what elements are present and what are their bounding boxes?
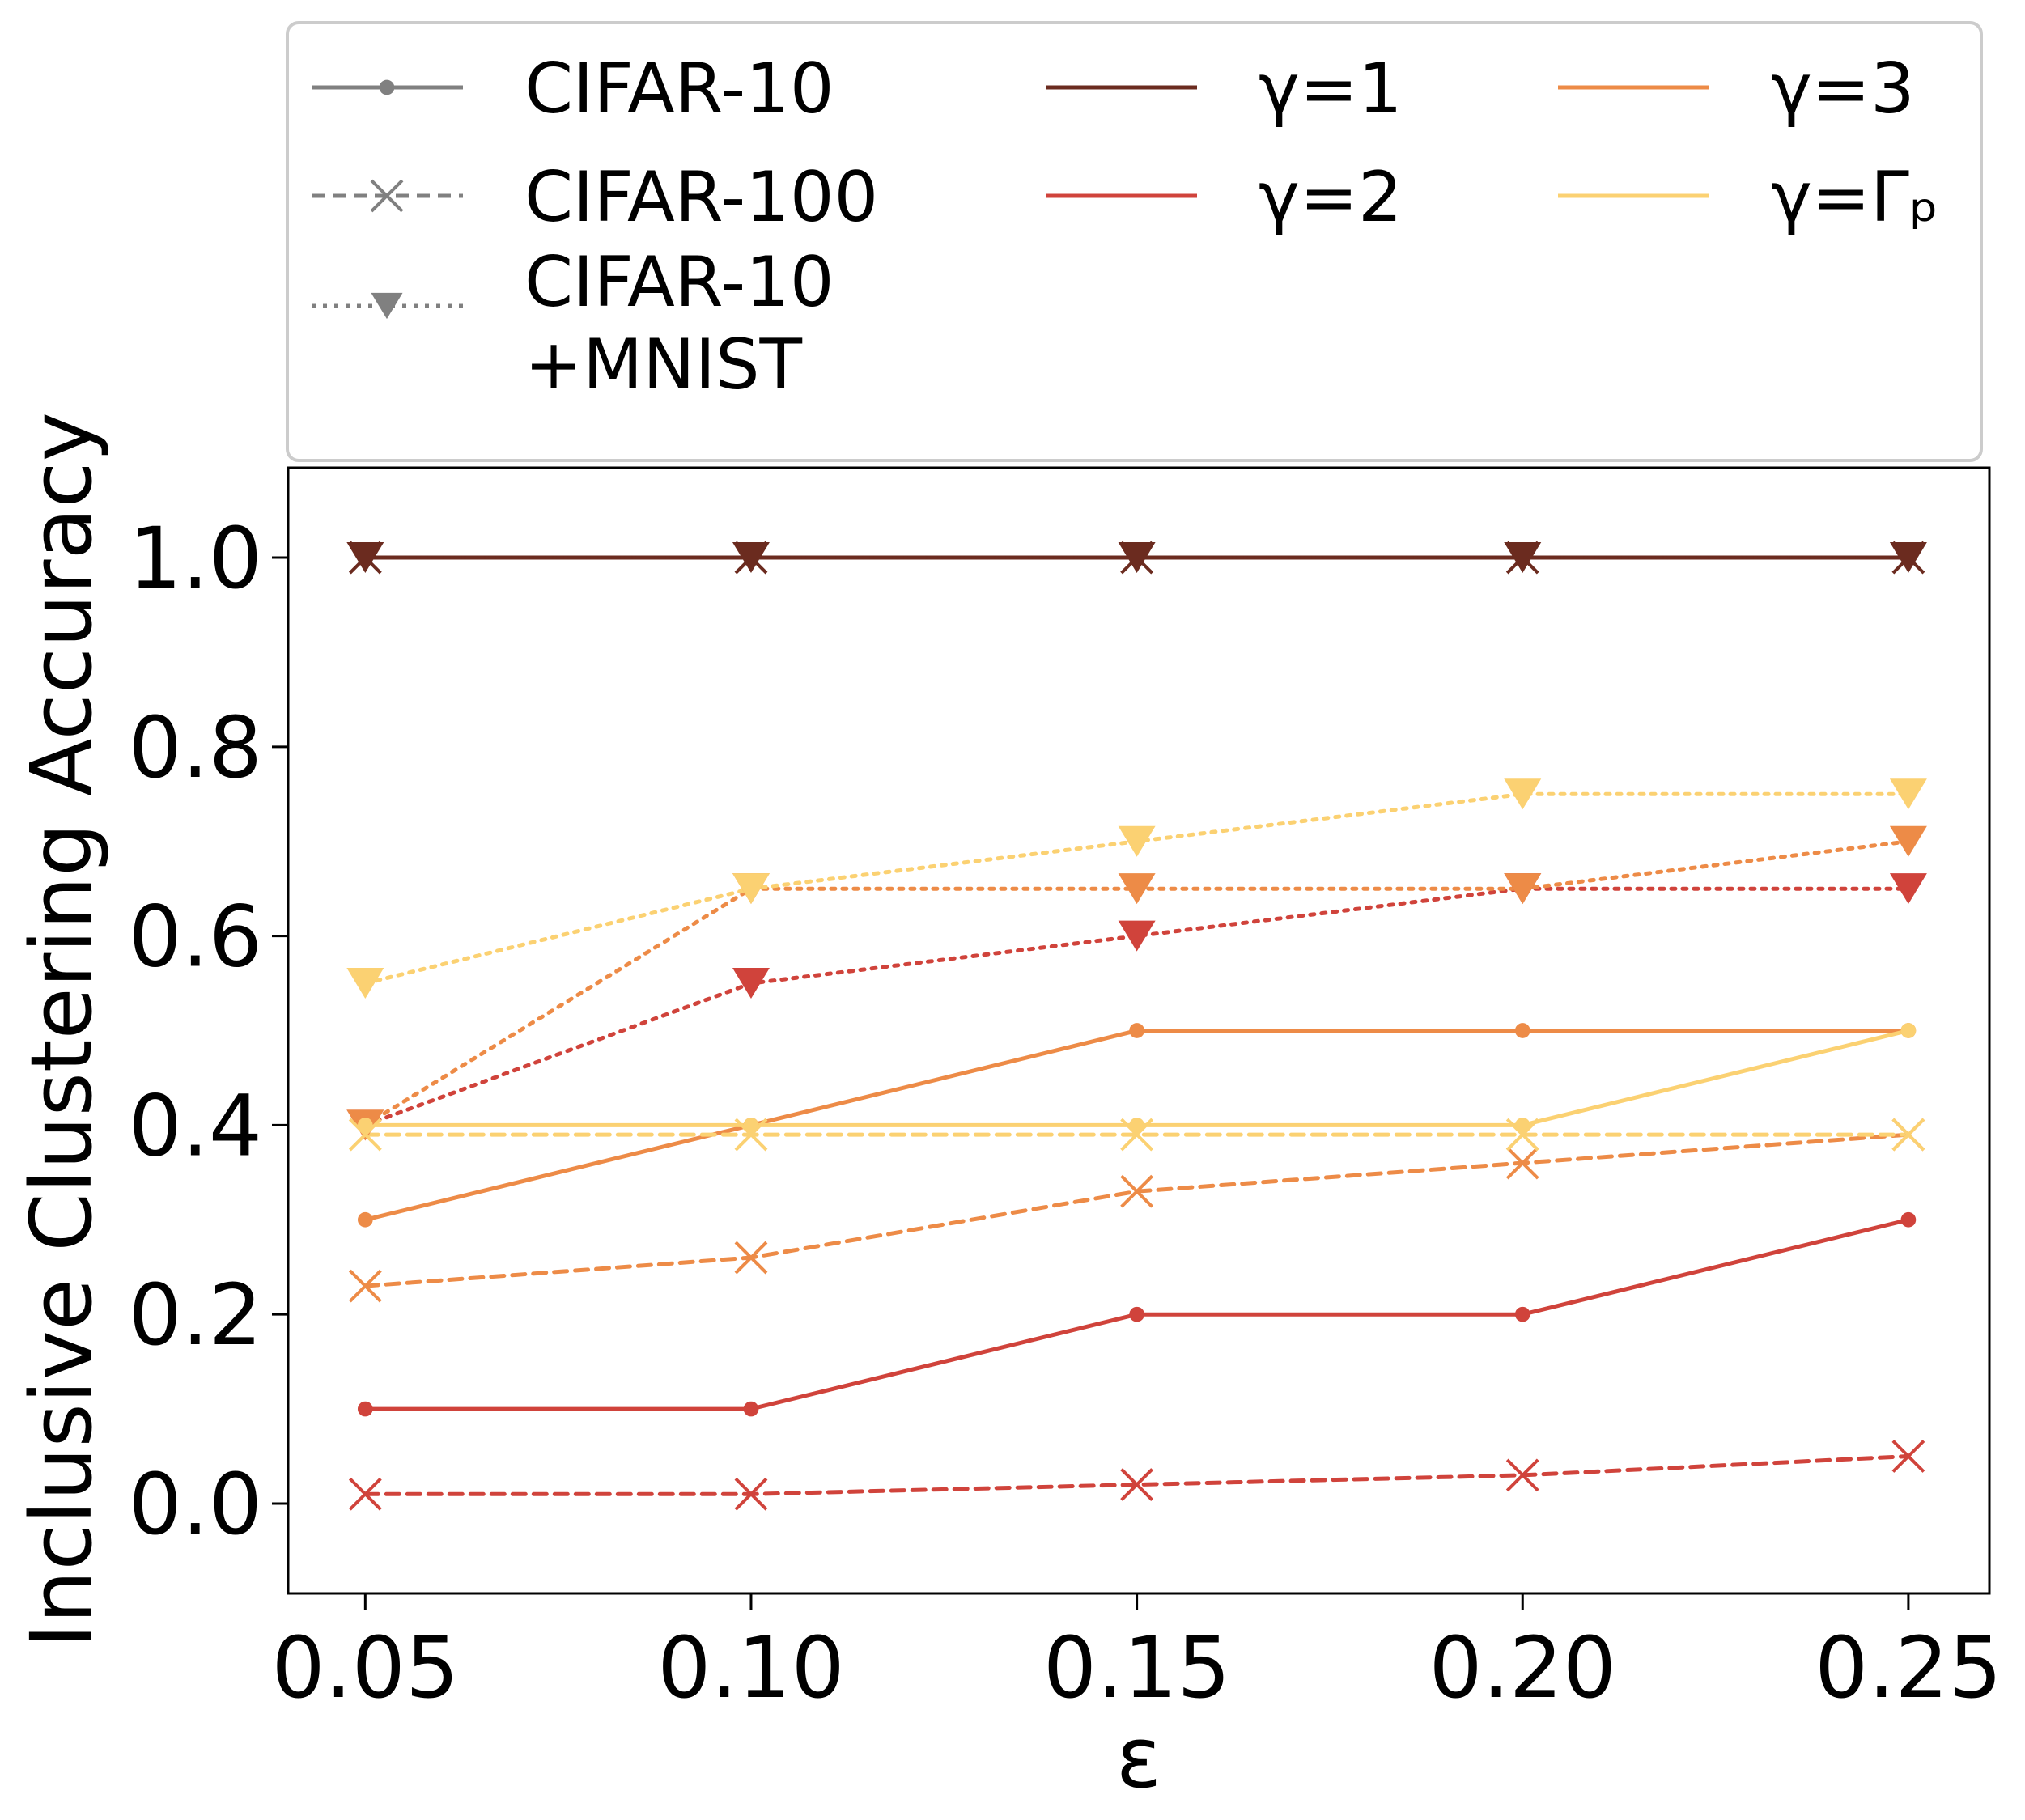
data-point [346, 542, 384, 574]
legend-label: γ=Γₚ [1771, 157, 1939, 238]
legend-label: γ=1 [1259, 49, 1403, 129]
data-point [357, 1211, 373, 1228]
data-point [348, 1118, 382, 1152]
x-tick-label: 0.15 [1043, 1618, 1231, 1717]
legend-marker [370, 179, 404, 213]
series-line [363, 886, 1911, 1127]
legend-label: +MNIST [524, 325, 803, 405]
data-point [1900, 1023, 1917, 1038]
data-point [1120, 1468, 1154, 1501]
data-point [1129, 1306, 1144, 1322]
y-tick-label: 0.4 [129, 1076, 262, 1175]
series-line [363, 1029, 1911, 1127]
data-point [1118, 542, 1156, 574]
data-point [732, 968, 770, 999]
x-axis-label: ε [1116, 1708, 1161, 1807]
x-axis: 0.05 0.10 0.15 0.20 0.25 [272, 1593, 2002, 1717]
data-point [348, 1269, 382, 1303]
data-point [743, 1401, 759, 1417]
data-point [1120, 1118, 1154, 1152]
data-point [732, 542, 770, 574]
data-point [1504, 542, 1542, 574]
data-point [348, 1477, 382, 1511]
data-point [346, 968, 384, 999]
data-point [357, 1401, 373, 1417]
legend-marker [379, 79, 395, 95]
x-tick-label: 0.25 [1815, 1618, 2002, 1717]
data-point [1118, 825, 1156, 857]
legend-label: CIFAR-10 [524, 242, 834, 323]
data-point [732, 873, 770, 905]
series-line [363, 1454, 1911, 1496]
data-point [1889, 778, 1927, 810]
data-point [1889, 542, 1927, 574]
plot-area [287, 466, 1991, 1595]
y-tick-label: 1.0 [129, 509, 262, 608]
data-point [1505, 1458, 1539, 1492]
data-point [1118, 873, 1156, 905]
data-point [1891, 1118, 1925, 1152]
legend-label: γ=3 [1771, 49, 1915, 129]
data-point [1504, 873, 1542, 905]
y-tick-label: 0.6 [129, 888, 262, 986]
series-line [363, 1132, 1911, 1288]
data-point [1129, 1023, 1144, 1038]
data-point [734, 1241, 768, 1275]
y-axis: 0.0 0.2 0.4 0.6 0.8 1.0 [129, 509, 288, 1554]
y-tick-label: 0.2 [129, 1266, 262, 1364]
series-markers [346, 541, 1927, 1511]
plot-frame [287, 466, 1991, 1595]
data-point [1118, 920, 1156, 952]
data-point [1504, 778, 1542, 810]
legend-label: CIFAR-10 [524, 49, 834, 129]
data-point [1120, 1174, 1154, 1208]
legend-entries: CIFAR-10CIFAR-100CIFAR-10+MNISTγ=1γ=2γ=3… [312, 49, 1939, 405]
x-tick-label: 0.10 [657, 1618, 845, 1717]
data-point [1514, 1306, 1530, 1322]
data-point [1889, 825, 1927, 857]
legend-frame [286, 21, 1983, 462]
data-point [1889, 873, 1927, 905]
legend: CIFAR-10CIFAR-100CIFAR-10+MNISTγ=1γ=2γ=3… [286, 21, 1983, 462]
legend-label: CIFAR-100 [524, 157, 878, 238]
legend-marker [371, 292, 403, 320]
x-tick-label: 0.05 [272, 1618, 460, 1717]
data-point [734, 1477, 768, 1511]
legend-label: γ=2 [1259, 157, 1403, 238]
data-point [1514, 1023, 1530, 1038]
data-point [734, 1118, 768, 1152]
y-tick-label: 0.8 [129, 698, 262, 797]
x-tick-label: 0.20 [1429, 1618, 1616, 1717]
data-point [1900, 1211, 1917, 1228]
y-axis-label: Inclusive Clustering Accuracy [12, 412, 111, 1648]
data-point [1891, 1440, 1925, 1473]
y-tick-label: 0.0 [129, 1455, 262, 1554]
data-point [1505, 1118, 1539, 1152]
data-point [1505, 1146, 1539, 1180]
